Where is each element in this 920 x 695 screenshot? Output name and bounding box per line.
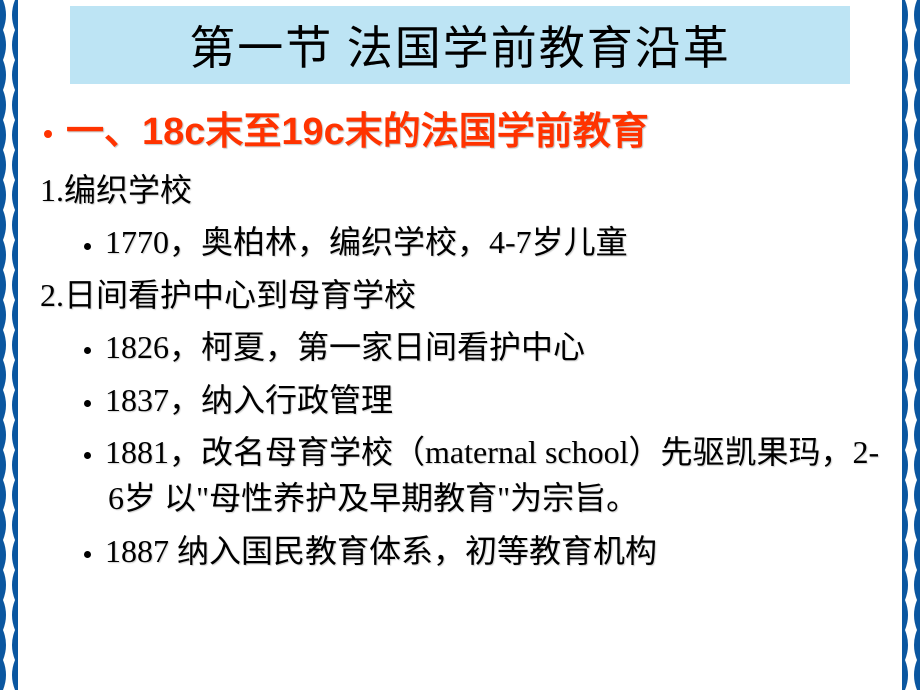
bullet-icon	[84, 400, 91, 407]
bullet-icon	[44, 130, 52, 138]
list-item: 1826，柯夏，第一家日间看护中心	[40, 324, 880, 370]
list-item: 2.日间看护中心到母育学校	[40, 272, 880, 318]
list-item: 1887 纳入国民教育体系，初等教育机构	[40, 528, 880, 574]
list-item: 1881，改名母育学校（maternal school）先驱凯果玛，2-6岁 以…	[40, 429, 880, 522]
bullet-icon	[84, 347, 91, 354]
section-heading: 一、18c末至19c末的法国学前教育	[40, 100, 880, 155]
bullet-icon	[84, 452, 91, 459]
bullet-icon	[84, 243, 91, 250]
heading-text: 一、18c末至19c末的法国学前教育	[66, 111, 649, 153]
line-text: 1770，奥柏林，编织学校，4-7岁儿童	[105, 224, 628, 260]
slide-content: 一、18c末至19c末的法国学前教育 1.编织学校 1770，奥柏林，编织学校，…	[40, 100, 880, 580]
decorative-border-right	[902, 0, 920, 690]
slide-title: 第一节 法国学前教育沿革	[189, 12, 731, 78]
line-text: 1881，改名母育学校（maternal school）先驱凯果玛，2-6岁 以…	[105, 434, 879, 516]
list-item: 1837，纳入行政管理	[40, 377, 880, 423]
title-bar: 第一节 法国学前教育沿革	[70, 6, 850, 84]
list-item: 1770，奥柏林，编织学校，4-7岁儿童	[40, 219, 880, 265]
line-text: 1826，柯夏，第一家日间看护中心	[105, 329, 585, 365]
line-text: 1.编织学校	[40, 172, 192, 208]
bullet-icon	[84, 551, 91, 558]
line-text: 2.日间看护中心到母育学校	[40, 277, 416, 313]
line-text: 1837，纳入行政管理	[105, 382, 393, 418]
line-text: 1887 纳入国民教育体系，初等教育机构	[105, 533, 657, 569]
list-item: 1.编织学校	[40, 167, 880, 213]
decorative-border-left	[0, 0, 18, 690]
